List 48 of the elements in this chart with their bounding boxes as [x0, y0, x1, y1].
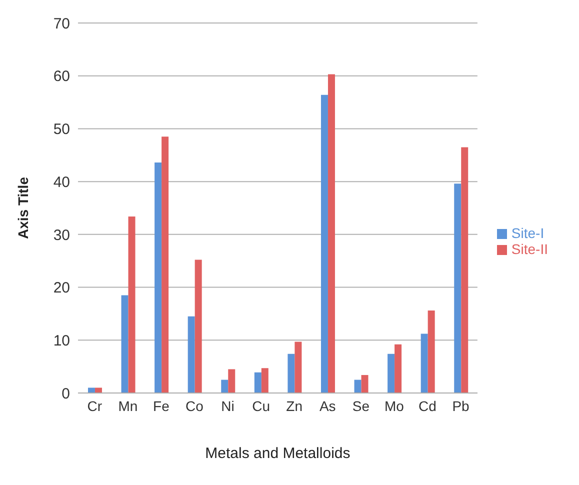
bar [388, 354, 395, 393]
x-tick-label: Mo [384, 398, 404, 414]
x-tick-label: Pb [452, 398, 470, 414]
bar [228, 369, 236, 393]
bar [454, 184, 462, 393]
x-axis-title: Metals and Metalloids [205, 445, 350, 462]
bar [221, 380, 228, 393]
bar [188, 316, 195, 393]
x-tick-label: Cu [252, 398, 270, 414]
bar [428, 310, 435, 393]
y-tick-label: 20 [53, 280, 70, 297]
y-tick-label: 30 [53, 226, 70, 244]
bar [294, 342, 302, 393]
x-tick-label: Fe [153, 398, 170, 414]
bar [394, 344, 402, 393]
bar [461, 147, 468, 393]
bar [420, 334, 428, 393]
y-tick-label: 50 [53, 121, 70, 138]
bar [194, 260, 202, 393]
bar [354, 380, 362, 393]
bar [154, 162, 162, 393]
y-tick-label: 10 [53, 332, 70, 350]
bar [121, 295, 128, 393]
y-tick-label: 60 [53, 68, 70, 86]
legend-label: Site-II [511, 240, 548, 256]
legend-label: Site-I [511, 224, 544, 240]
bar [128, 216, 136, 393]
bar [328, 74, 335, 393]
bar [361, 375, 368, 393]
bar [254, 372, 262, 393]
bar [94, 388, 102, 393]
y-tick-label: 40 [53, 174, 70, 191]
x-tick-label: Se [352, 398, 370, 414]
y-tick-label: 0 [62, 385, 70, 402]
bar [320, 94, 328, 393]
y-axis-title: Axis Title [14, 176, 31, 239]
bar [162, 136, 169, 393]
y-tick-label: 70 [53, 15, 70, 32]
x-tick-label: Co [186, 398, 204, 414]
bar [288, 354, 295, 393]
x-tick-label: Cd [418, 398, 436, 414]
bar [88, 388, 95, 393]
x-tick-label: As [319, 398, 336, 414]
x-tick-label: Ni [221, 398, 234, 414]
bar [261, 368, 268, 393]
x-tick-label: Mn [118, 398, 138, 414]
x-tick-label: Cr [87, 398, 102, 414]
x-tick-label: Zn [286, 398, 303, 414]
